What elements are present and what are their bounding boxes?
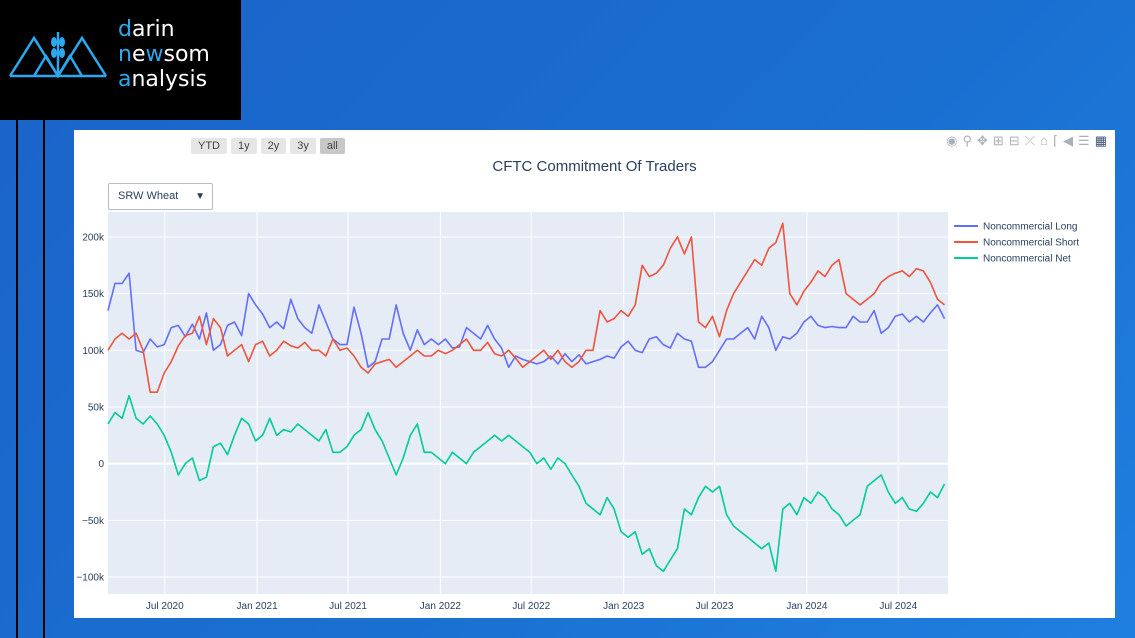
y-tick-label: 50k [88, 402, 105, 413]
camera-icon[interactable]: ◉ [946, 133, 958, 148]
decorative-rail-right [43, 120, 45, 638]
zoom-icon[interactable]: ⚲ [962, 133, 972, 148]
plot-background [108, 212, 948, 594]
logo-text-line-1: darin [118, 17, 175, 42]
zoom-in-icon[interactable]: ⊞ [992, 133, 1004, 148]
series-lines [107, 222, 946, 573]
autoscale-icon[interactable]: ⤫ [1024, 133, 1036, 148]
range-button-2y[interactable]: 2y [260, 138, 287, 154]
chart-panel: −100k −50k 0 50k 100k 150k 200k Jul 2020 Jan 20… [74, 130, 1115, 618]
x-tick-label: Jul 2021 [329, 601, 367, 612]
x-tick-label: Jul 2022 [512, 601, 550, 612]
chart-title: CFTC Commitment Of Traders [492, 158, 697, 175]
chevron-down-icon: ▼ [195, 191, 205, 202]
x-axis: Jul 2020 Jan 2021 Jul 2021 Jan 2022 Jul 2022… [146, 601, 918, 612]
range-button-ytd[interactable]: YTD [191, 138, 227, 154]
y-tick-label: 150k [82, 289, 105, 300]
x-tick-label: Jul 2020 [146, 601, 184, 612]
modebar: ◉ ⚲ ✥ ⊞ ⊟ ⤫ ⌂ ⌈ ◀ ☰ ▦ [946, 133, 1107, 149]
x-tick-label: Jan 2024 [786, 601, 828, 612]
range-button-3y[interactable]: 3y [290, 138, 316, 154]
range-selector: YTD 1y 2y 3y all [191, 138, 345, 154]
logo-text-line-3: analysis [118, 67, 208, 92]
y-axis: −100k −50k 0 50k 100k 150k 200k [76, 232, 105, 583]
hover-compare-icon[interactable]: ☰ [1078, 133, 1090, 148]
hover-closest-icon[interactable]: ◀ [1063, 133, 1074, 148]
spike-lines-icon[interactable]: ⌈ [1052, 133, 1059, 148]
y-tick-label: −50k [82, 516, 105, 527]
zoom-out-icon[interactable]: ⊟ [1008, 133, 1020, 148]
plot-area[interactable]: −100k −50k 0 50k 100k 150k 200k Jul 2020 Jan 20… [74, 130, 1115, 618]
dropdown-value: SRW Wheat [118, 190, 179, 202]
x-tick-label: Jan 2023 [603, 601, 645, 612]
gridlines [108, 212, 948, 594]
reset-axes-icon[interactable]: ⌂ [1040, 133, 1048, 148]
y-tick-label: 100k [82, 346, 105, 357]
x-tick-label: Jul 2023 [696, 601, 734, 612]
y-tick-label: −100k [76, 572, 105, 583]
legend-label[interactable]: Noncommercial Long [983, 222, 1078, 233]
x-tick-label: Jul 2024 [879, 601, 917, 612]
y-tick-label: 200k [82, 232, 105, 243]
legend[interactable]: Noncommercial Long Noncommercial Short Non… [954, 222, 1079, 265]
series-line-1[interactable] [107, 272, 946, 369]
decorative-rail-left [16, 120, 18, 638]
legend-label[interactable]: Noncommercial Net [983, 254, 1071, 265]
range-button-1y[interactable]: 1y [231, 138, 257, 154]
legend-label[interactable]: Noncommercial Short [983, 238, 1079, 249]
plotly-logo-icon[interactable]: ▦ [1094, 133, 1107, 148]
x-tick-label: Jan 2022 [420, 601, 462, 612]
range-button-all[interactable]: all [319, 138, 345, 154]
y-tick-label: 0 [98, 459, 104, 470]
commodity-dropdown[interactable]: SRW Wheat ▼ [108, 183, 213, 210]
pan-icon[interactable]: ✥ [976, 133, 988, 148]
series-line-2[interactable] [107, 222, 945, 394]
logo-text-line-2: newsom [118, 42, 210, 67]
logo-mark-icon [8, 32, 108, 79]
x-tick-label: Jan 2021 [237, 601, 279, 612]
logo: darin newsom analysis [0, 0, 241, 120]
series-line-3[interactable] [107, 394, 946, 573]
